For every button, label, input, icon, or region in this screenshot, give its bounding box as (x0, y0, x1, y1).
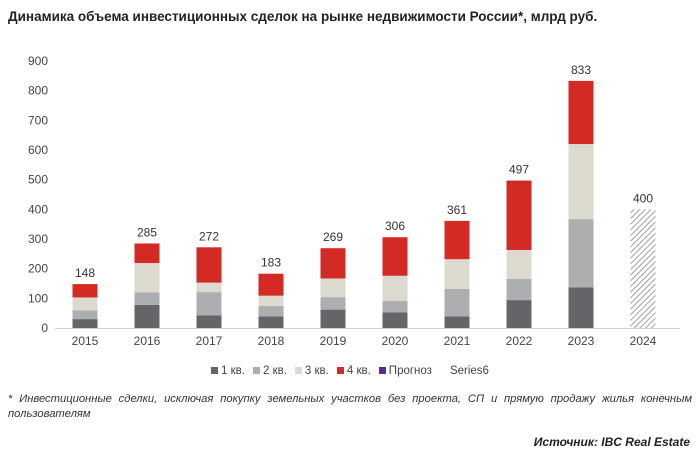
bar-segment-1 (196, 315, 222, 328)
legend-item: 4 кв. (336, 365, 371, 377)
bar-segment-1 (134, 304, 160, 328)
legend-item: 2 кв. (252, 365, 287, 377)
legend-item: 1 кв. (211, 365, 245, 377)
data-label: 497 (509, 163, 529, 177)
legend-label: 1 кв. (221, 365, 245, 377)
bar-segment-3 (506, 249, 532, 279)
legend-label: 2 кв. (262, 365, 287, 377)
bar-segment-2 (382, 301, 408, 313)
bar-segment-1 (568, 287, 594, 328)
y-tick-label: 600 (28, 143, 48, 157)
x-tick-label: 2017 (196, 334, 223, 348)
x-tick-label: 2016 (134, 334, 161, 348)
bar-segment-1 (506, 300, 532, 328)
y-tick-label: 900 (28, 54, 48, 68)
legend-item: 3 кв. (294, 365, 329, 377)
bar-segment-3 (444, 259, 470, 289)
bar-segment-3 (258, 295, 284, 307)
bar-segment-2 (320, 297, 346, 310)
bar-segment-3 (320, 278, 346, 298)
bar-segment-3 (568, 144, 594, 220)
y-tick-label: 200 (28, 262, 48, 276)
bar-segment-1 (258, 316, 284, 328)
x-tick-label: 2022 (506, 334, 533, 348)
legend-item: Прогноз (378, 365, 432, 377)
legend-swatch (211, 367, 219, 374)
bar-segment-1 (320, 309, 346, 328)
chart-title: Динамика объема инвестиционных сделок на… (8, 9, 598, 24)
bar-segment-4 (568, 80, 594, 145)
footnote: * Инвестиционные сделки, исключая покупк… (8, 393, 692, 420)
y-tick-label: 300 (28, 232, 48, 246)
y-tick-label: 400 (28, 202, 48, 216)
bar-segment-4 (134, 243, 160, 264)
bar-segment-3 (196, 282, 222, 293)
bar-segment-1 (444, 316, 470, 328)
x-tick-label: 2018 (258, 334, 285, 348)
x-tick-label: 2023 (568, 334, 595, 348)
bar-segment-2 (72, 310, 98, 320)
y-tick-label: 100 (28, 291, 48, 305)
legend-label: 4 кв. (346, 365, 371, 377)
x-tick-label: 2024 (630, 334, 657, 348)
data-label: 148 (75, 266, 95, 280)
x-tick-label: 2020 (382, 334, 409, 348)
bar-segment-2 (258, 306, 284, 317)
legend-swatch (294, 367, 302, 374)
legend-swatch (336, 367, 344, 374)
bar-segment-2 (568, 219, 594, 288)
bar-segment-4 (320, 248, 346, 279)
y-tick-label: 800 (28, 84, 48, 98)
bar-segment-3 (72, 297, 98, 311)
bar-segment-4 (382, 237, 408, 276)
data-label: 361 (447, 203, 467, 217)
data-label: 272 (199, 229, 219, 243)
y-tick-label: 0 (41, 321, 48, 335)
x-tick-label: 2019 (320, 334, 347, 348)
bar-segment-4 (72, 284, 98, 298)
bar-segment-2 (444, 288, 470, 317)
bar-segment-1 (382, 312, 408, 328)
data-label: 285 (137, 225, 157, 239)
bar-segment-2 (506, 278, 532, 301)
bar-segment-3 (382, 275, 408, 302)
bar-segment-4 (196, 247, 222, 283)
legend-label: Прогноз (388, 365, 432, 377)
bar-segment-3 (134, 263, 160, 293)
legend-label: Series6 (449, 365, 489, 377)
source: Источник: IBC Real Estate (533, 435, 690, 449)
legend-label: 3 кв. (304, 365, 329, 377)
data-label: 833 (571, 63, 591, 77)
bar-segment-5 (630, 209, 656, 328)
bar-chart: 0 100 200 300 400 500 600 700 800 900 2015 148 2016 2… (28, 54, 680, 348)
bar-segment-2 (134, 292, 160, 305)
legend-swatch (252, 367, 260, 374)
bar-segment-4 (444, 220, 470, 260)
bar-segment-1 (72, 319, 98, 328)
data-label: 400 (633, 191, 653, 205)
legend-swatch (378, 367, 386, 374)
data-label: 183 (261, 256, 281, 270)
legend-item: Series6 (450, 365, 489, 377)
bar-segment-2 (196, 292, 222, 316)
legend: 1 кв. 2 кв. 3 кв. 4 кв. Прогноз Series6 (0, 365, 700, 377)
data-label: 306 (385, 219, 405, 233)
bar-segment-4 (506, 180, 532, 250)
x-tick-label: 2021 (444, 334, 471, 348)
y-tick-label: 500 (28, 173, 48, 187)
bar-segment-4 (258, 273, 284, 296)
y-tick-label: 700 (28, 113, 48, 127)
x-tick-label: 2015 (72, 334, 99, 348)
data-label: 269 (323, 230, 343, 244)
